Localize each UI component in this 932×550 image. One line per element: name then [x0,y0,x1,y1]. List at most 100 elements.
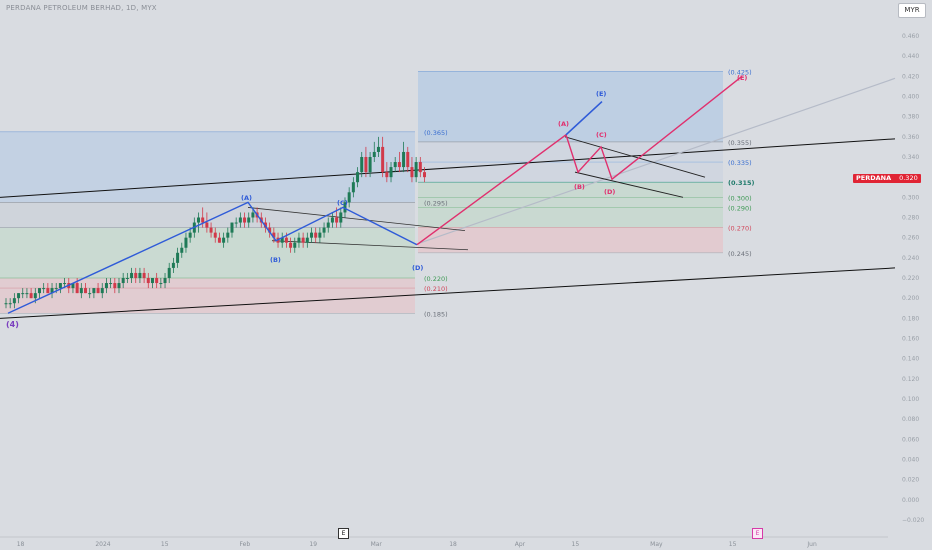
price-axis-background [888,0,932,550]
upper-channel-line [0,138,896,198]
candle-body-19 [84,288,88,294]
fib-label-5: (0.300) [728,194,752,202]
candle-body-4 [21,293,25,295]
candle-body-98 [414,162,418,178]
candle-body-96 [406,151,410,168]
wave-label-3: (C) [337,199,348,207]
candle-body-70 [297,237,301,243]
price-tag: PERDANA 0.320 [853,174,921,183]
candle-body-0 [4,303,8,305]
fib-label-left-1: (0.220) [424,275,448,283]
candle-body-42 [180,247,184,253]
triangle-upper-line-left [247,207,466,232]
pink-wave-path [416,75,743,246]
candle-body-28 [121,278,125,284]
candle-body-1 [8,303,12,305]
candle-body-29 [125,278,129,279]
candle-body-76 [322,227,326,233]
candle-body-39 [167,267,171,278]
y-tick-label-23: 0.000 [902,497,919,504]
wave-label-7: (C) [596,131,607,139]
ticker-price: 0.320 [899,174,918,182]
candle-body-74 [314,232,318,238]
y-tick-label-8: 0.300 [902,194,919,201]
candle-body-32 [138,272,142,278]
wave-label-5: (A) [558,120,569,128]
fib-label-left-3: (0.185) [424,310,448,318]
candle-body-59 [251,212,255,218]
fib-label-4: (0.315) [728,179,755,187]
fib-label-2: (0.355) [728,139,752,147]
earnings-marker-1[interactable]: E [338,528,349,539]
candle-body-87 [368,157,372,173]
faint-trend-line [414,77,896,246]
candle-body-72 [305,237,309,243]
candle-body-12 [54,288,58,290]
candle-body-33 [142,272,146,278]
candle-body-84 [356,172,360,183]
x-tick-label-6: 18 [449,541,457,548]
fib-label-0: (0.365) [424,129,448,137]
candle-body-67 [284,237,288,243]
x-tick-label-5: Mar [371,541,383,548]
candle-body-50 [213,232,217,238]
candle-body-81 [343,202,347,213]
y-tick-label-0: 0.460 [902,33,919,40]
candle-body-44 [188,232,192,238]
candle-body-25 [109,283,113,285]
wave-label-2: (B) [270,256,281,264]
x-tick-label-2: 15 [161,541,169,548]
fib-label-7: (0.270) [728,225,752,233]
fib-label-left-0: (0.295) [424,199,448,207]
fib-zone-red-right [418,227,723,253]
candle-body-88 [372,151,376,157]
wave-label-10: (E) [737,74,747,82]
y-tick-label-6: 0.340 [902,154,919,161]
candle-body-10 [46,288,50,294]
wave-label-8: (D) [604,188,615,196]
y-tick-label-24: −0.020 [902,517,924,524]
candle-body-46 [197,217,201,223]
y-tick-label-10: 0.260 [902,235,919,242]
candle-body-53 [226,232,230,238]
candle-body-16 [71,283,75,289]
candle-body-20 [88,293,92,295]
candle-body-92 [389,167,393,178]
blue-wave-path [7,201,418,314]
y-tick-label-16: 0.140 [902,356,919,363]
candle-body-79 [335,217,339,223]
earnings-marker-2[interactable]: E [752,528,763,539]
candle-body-95 [402,151,406,168]
x-tick-label-1: 2024 [95,541,110,548]
y-tick-label-5: 0.360 [902,134,919,141]
candle-body-31 [134,272,138,278]
candle-body-62 [263,222,267,228]
candle-body-24 [104,283,108,289]
x-tick-label-9: May [650,541,663,548]
candle-body-47 [201,217,205,223]
currency-button[interactable]: MYR [898,3,926,18]
y-tick-label-15: 0.160 [902,336,919,343]
candle-body-43 [184,237,188,248]
candle-body-41 [176,252,180,263]
wave-label-6: (B) [574,183,585,191]
wave-label-0: (4) [6,320,19,329]
candle-body-90 [381,146,385,173]
candle-body-27 [117,283,121,289]
y-tick-label-1: 0.440 [902,53,919,60]
candle-body-23 [100,288,104,294]
candle-body-89 [376,146,380,152]
candle-body-52 [222,237,226,243]
candle-body-22 [96,288,100,294]
candle-body-37 [159,283,163,285]
candle-body-11 [50,288,54,294]
candle-body-26 [113,283,117,289]
x-tick-label-11: Jun [806,541,817,548]
y-tick-label-3: 0.400 [902,94,919,101]
x-tick-label-4: 19 [309,541,317,548]
x-tick-label-3: Feb [240,541,251,548]
wave-label-1: (A) [241,194,252,202]
wave-label-9: (E) [596,90,606,98]
fib-zone-green-right [418,182,723,228]
